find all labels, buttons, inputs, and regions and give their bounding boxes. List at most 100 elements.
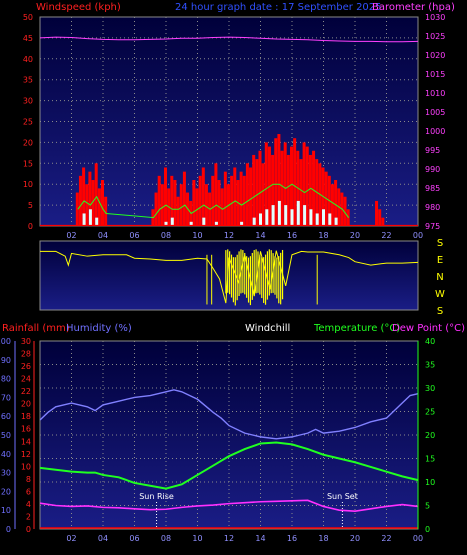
- wind-gust-bar: [242, 175, 246, 226]
- wind-gust-bar: [85, 184, 89, 226]
- dewpoint-line: [39, 499, 419, 512]
- wind-gust-bar: [280, 150, 284, 226]
- wind-tick-label: 45: [23, 34, 33, 43]
- humidity-line: [39, 389, 419, 440]
- wind-gust-bar: [334, 180, 338, 226]
- wind-tick-label: 0: [28, 222, 33, 231]
- wind-time-tick: 14: [255, 231, 265, 240]
- humidity-tick-label: 70: [1, 393, 11, 402]
- wind-low-bar: [290, 209, 294, 226]
- wind-gust-bar: [264, 142, 268, 226]
- rain-tick-label: 4: [26, 500, 31, 509]
- barometer-series: [39, 36, 419, 43]
- wind-gust-bar: [164, 167, 167, 226]
- wind-time-tick: 12: [224, 231, 234, 240]
- wind-low-bar: [303, 205, 307, 226]
- temperature-axis-ticks: 0 5 10 15 20 25 30 35 40: [425, 337, 435, 534]
- wind-gust-bar: [302, 142, 306, 226]
- temperature-tick-label: 30: [425, 384, 435, 393]
- temp-time-tick: 16: [287, 534, 297, 543]
- wind-grid: [40, 17, 418, 226]
- wind-gust-bar: [220, 188, 224, 226]
- wind-low-bar: [271, 205, 275, 226]
- wind-gust-bar: [154, 192, 158, 226]
- rain-tick-label: 10: [21, 462, 31, 471]
- wind-gust-bar: [277, 134, 281, 226]
- compass-label: E: [437, 255, 443, 266]
- wind-gust-bar: [201, 167, 205, 226]
- wind-low-bar: [277, 200, 281, 226]
- wind-gust-bar: [217, 180, 221, 226]
- wind-time-tick: 08: [161, 231, 171, 240]
- wind-gust-bar: [94, 163, 98, 226]
- wind-gust-bar: [195, 188, 199, 226]
- humidity-tick-label: 90: [1, 356, 11, 365]
- wind-low-bar: [164, 221, 168, 226]
- wind-gust-bar: [75, 192, 79, 226]
- humidity-tick-label: 40: [1, 450, 11, 459]
- rain-tick-label: 14: [21, 437, 31, 446]
- compass-label: N: [436, 272, 443, 283]
- wind-gust-bar: [192, 180, 196, 226]
- rain-tick-label: 16: [21, 425, 31, 434]
- wind-low-bar: [284, 205, 288, 226]
- wind-gust-bar: [261, 163, 265, 226]
- wind-gust-bar: [271, 154, 275, 226]
- wind-tick-label: 30: [23, 97, 33, 106]
- wind-time-ticks: 02 04 06 08 10 12 14 16 18 20 22 00: [66, 231, 423, 240]
- wind-tick-label: 20: [23, 138, 33, 147]
- rain-tick-label: 18: [21, 412, 31, 421]
- wind-time-tick: 02: [66, 231, 76, 240]
- sun-annotations: Sun Rise Sun Set: [139, 492, 358, 529]
- temp-time-tick: 18: [318, 534, 328, 543]
- wind-gust-bar: [245, 163, 249, 226]
- chart-date-title: 24 hour graph date : 17 September 2025: [175, 2, 382, 13]
- barometer-tick-label: 995: [425, 146, 440, 155]
- temp-time-tick: 06: [129, 534, 139, 543]
- rain-tick-label: 2: [26, 512, 31, 521]
- rain-tick-label: 0: [26, 525, 31, 534]
- temperature-axis-title: Temperature (°C): [313, 323, 400, 334]
- wind-low-bar: [189, 221, 193, 226]
- wind-time-tick: 18: [318, 231, 328, 240]
- wind-gust-bar: [305, 146, 309, 226]
- dewpoint-axis-title: Dew Point (°C): [392, 323, 465, 334]
- humidity-tick-label: 30: [1, 469, 11, 478]
- wind-average-line: [77, 183, 350, 219]
- barometer-tick-label: 1005: [425, 108, 445, 117]
- wind-gust-bar: [274, 138, 278, 226]
- barometer-tick-label: 1020: [425, 51, 445, 60]
- rain-tick-label: 20: [21, 400, 31, 409]
- wind-gust-bar: [375, 200, 379, 226]
- wind-gust-bar: [239, 171, 243, 226]
- temp-time-tick: 02: [66, 534, 76, 543]
- temperature-line: [39, 441, 419, 490]
- humidity-tick-label: 10: [1, 506, 11, 515]
- temperature-tick-label: 40: [425, 337, 435, 346]
- wind-low-bar: [334, 217, 338, 226]
- rainfall-axis-title: Rainfall (mm): [2, 323, 70, 334]
- barometer-axis-ticks: 975 980 985 990 995 1000 1005 1010 1015 1020 1025 1…: [425, 13, 445, 231]
- rain-tick-label: 6: [26, 487, 31, 496]
- humidity-tick-label: 100: [0, 337, 11, 346]
- wind-tick-label: 15: [23, 159, 33, 168]
- barometer-axis-title: Barometer (hpa): [372, 2, 455, 13]
- rain-tick-label: 22: [21, 387, 31, 396]
- temp-humidity-series: [39, 389, 419, 529]
- wind-gust-bar: [82, 167, 86, 226]
- barometer-tick-label: 1000: [425, 127, 445, 136]
- temperature-tick-label: 25: [425, 408, 435, 417]
- wind-low-bar: [309, 209, 313, 226]
- wind-axis-title: Windspeed (kph): [36, 2, 121, 13]
- barometer-tick-label: 1010: [425, 89, 445, 98]
- wind-gust-bar: [290, 146, 293, 226]
- temperature-tick-label: 5: [425, 502, 430, 511]
- wind-gust-bar: [179, 184, 183, 226]
- wind-axis-ticks: 0 5 10 15 20 25 30 35 40 45 50: [23, 13, 33, 231]
- temperature-humidity-chart: 0102030405060708090100 02468101214161820…: [0, 323, 465, 543]
- temp-time-tick: 10: [192, 534, 202, 543]
- wind-time-tick: 00: [413, 231, 423, 240]
